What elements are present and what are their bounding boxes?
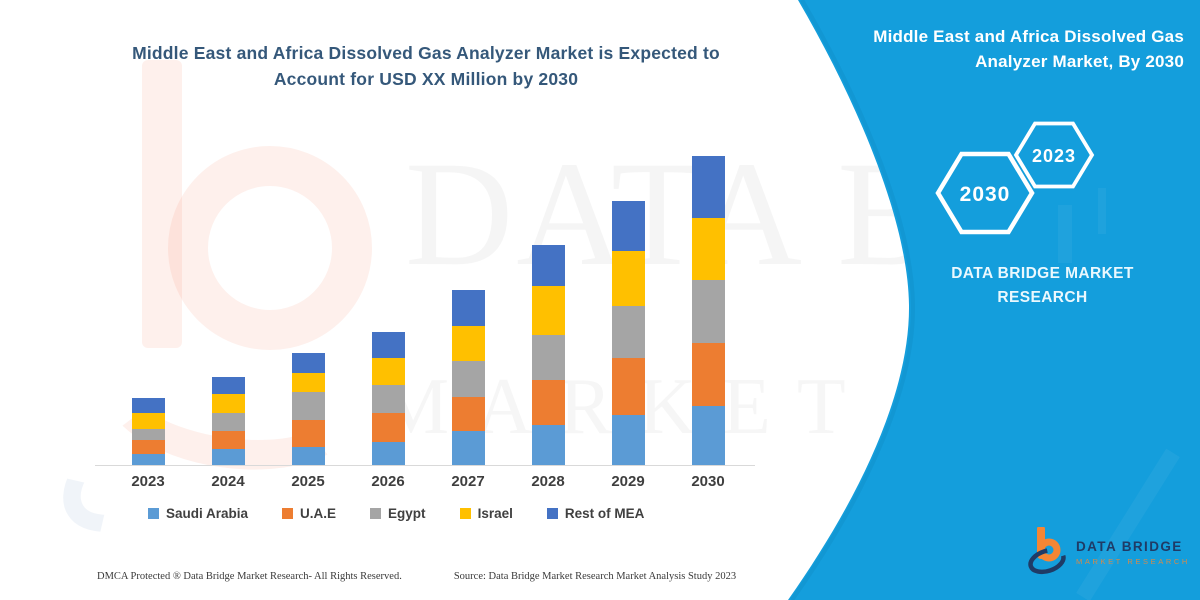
bar-segment-rest-of-mea-2030 bbox=[691, 156, 725, 218]
brand-text: DATA BRIDGE MARKET RESEARCH bbox=[925, 262, 1160, 310]
legend-item-saudi-arabia: Saudi Arabia bbox=[148, 506, 248, 521]
bar-segment-rest-of-mea-2025 bbox=[291, 353, 325, 373]
bar-chart-plot-area: 2023 2024 2025 2026 2027 2028 2029 2030 bbox=[95, 150, 755, 490]
bar-segment-egypt-2023 bbox=[131, 429, 165, 440]
bar-2024 bbox=[211, 377, 245, 465]
chart-title-line2: Account for USD XX Million by 2030 bbox=[273, 69, 579, 89]
chart-title: Middle East and Africa Dissolved Gas Ana… bbox=[88, 40, 764, 92]
x-axis-tick-2030: 2030 bbox=[691, 473, 725, 490]
footer-dmca-text: DMCA Protected ® Data Bridge Market Rese… bbox=[97, 571, 402, 582]
bar-segment-u-a-e-2026 bbox=[371, 413, 405, 442]
bar-segment-rest-of-mea-2029 bbox=[611, 201, 645, 251]
bar-segment-u-a-e-2028 bbox=[531, 380, 565, 425]
legend-swatch-egypt bbox=[370, 508, 382, 519]
legend-swatch-saudi-arabia bbox=[148, 508, 159, 519]
banner-title-line1: Middle East and Africa Dissolved Gas bbox=[873, 27, 1184, 46]
legend-label-saudi-arabia: Saudi Arabia bbox=[166, 506, 249, 521]
bar-segment-israel-2030 bbox=[691, 218, 725, 280]
brand-text-line1: DATA BRIDGE MARKET bbox=[951, 265, 1134, 282]
bar-segment-israel-2029 bbox=[611, 251, 645, 306]
bar-segment-rest-of-mea-2024 bbox=[211, 377, 245, 394]
bar-segment-saudi-arabia-2025 bbox=[291, 447, 325, 465]
hexagon-2030-icon bbox=[935, 151, 1035, 235]
legend-label-egypt: Egypt bbox=[388, 506, 426, 521]
legend-item-u-a-e: U.A.E bbox=[282, 506, 336, 521]
banner-streak bbox=[1098, 188, 1106, 234]
bar-2030 bbox=[691, 156, 725, 465]
bar-segment-israel-2027 bbox=[451, 326, 485, 361]
bar-segment-egypt-2028 bbox=[531, 335, 565, 380]
x-axis-tick-2028: 2028 bbox=[531, 473, 565, 490]
bar-segment-israel-2028 bbox=[531, 286, 565, 335]
bar-segment-saudi-arabia-2028 bbox=[531, 425, 565, 465]
hexagon-2023-label: 2023 bbox=[1032, 146, 1076, 166]
x-axis-tick-2026: 2026 bbox=[371, 473, 405, 490]
legend-item-egypt: Egypt bbox=[370, 506, 426, 521]
banner-streak bbox=[1058, 205, 1072, 263]
bar-segment-egypt-2030 bbox=[691, 280, 725, 343]
footer-source-text: Source: Data Bridge Market Research Mark… bbox=[453, 571, 737, 582]
x-axis-tick-2024: 2024 bbox=[211, 473, 245, 490]
x-axis-tick-2023: 2023 bbox=[131, 473, 165, 490]
banner-edge-line bbox=[790, 0, 916, 600]
bar-2028 bbox=[531, 245, 565, 465]
chart-legend: Saudi Arabia U.A.E Egypt Israel Rest of MEA bbox=[148, 506, 644, 521]
bar-segment-saudi-arabia-2026 bbox=[371, 442, 405, 465]
bar-2026 bbox=[371, 332, 405, 465]
bar-2023 bbox=[131, 398, 165, 465]
bar-segment-saudi-arabia-2027 bbox=[451, 431, 485, 465]
chart-title-line1: Middle East and Africa Dissolved Gas Ana… bbox=[132, 43, 720, 63]
x-axis-tick-2025: 2025 bbox=[291, 473, 325, 490]
bar-segment-egypt-2025 bbox=[291, 392, 325, 420]
bar-2027 bbox=[451, 290, 485, 465]
bar-segment-rest-of-mea-2028 bbox=[531, 245, 565, 286]
bar-segment-israel-2025 bbox=[291, 373, 325, 392]
footer: DMCA Protected ® Data Bridge Market Rese… bbox=[97, 571, 777, 582]
bar-segment-rest-of-mea-2026 bbox=[371, 332, 405, 358]
bar-segment-u-a-e-2023 bbox=[131, 440, 165, 454]
data-bridge-logo-icon bbox=[1028, 527, 1066, 575]
banner-streak bbox=[1076, 448, 1180, 600]
bar-2025 bbox=[291, 353, 325, 465]
x-axis-tick-2027: 2027 bbox=[451, 473, 485, 490]
logo-tagline: MARKET RESEARCH bbox=[1076, 556, 1190, 566]
bar-segment-egypt-2026 bbox=[371, 385, 405, 413]
bar-segment-egypt-2029 bbox=[611, 306, 645, 358]
logo-name: DATA BRIDGE bbox=[1076, 538, 1183, 554]
bar-segment-u-a-e-2024 bbox=[211, 431, 245, 449]
bar-segment-u-a-e-2025 bbox=[291, 420, 325, 447]
hexagon-2030-label: 2030 bbox=[960, 183, 1011, 206]
data-bridge-logo: DATA BRIDGE MARKET RESEARCH bbox=[1028, 527, 1190, 577]
banner-title-line2: Analyzer Market, By 2030 bbox=[975, 52, 1184, 71]
legend-swatch-rest-of-mea bbox=[546, 508, 558, 519]
banner-title: Middle East and Africa Dissolved Gas Ana… bbox=[834, 24, 1184, 74]
bar-segment-saudi-arabia-2029 bbox=[611, 415, 645, 465]
bar-segment-saudi-arabia-2024 bbox=[211, 449, 245, 465]
bar-segment-u-a-e-2029 bbox=[611, 358, 645, 415]
bar-segment-israel-2023 bbox=[131, 413, 165, 429]
legend-label-israel: Israel bbox=[477, 506, 513, 521]
bar-segment-u-a-e-2027 bbox=[451, 397, 485, 431]
bar-segment-israel-2026 bbox=[371, 358, 405, 385]
legend-label-rest-of-mea: Rest of MEA bbox=[564, 506, 645, 521]
bar-segment-saudi-arabia-2030 bbox=[691, 406, 725, 465]
x-axis-tick-2029: 2029 bbox=[611, 473, 645, 490]
brand-text-line2: RESEARCH bbox=[997, 289, 1088, 306]
legend-swatch-israel bbox=[459, 508, 471, 519]
bar-segment-egypt-2024 bbox=[211, 413, 245, 431]
bar-2029 bbox=[611, 201, 645, 465]
bar-segment-israel-2024 bbox=[211, 394, 245, 413]
hexagon-badges: 2030 2023 bbox=[935, 121, 1095, 235]
bar-segment-rest-of-mea-2027 bbox=[451, 290, 485, 326]
legend-swatch-u-a-e bbox=[282, 508, 294, 519]
bar-segment-rest-of-mea-2023 bbox=[131, 398, 165, 413]
bar-segment-egypt-2027 bbox=[451, 361, 485, 397]
legend-item-israel: Israel bbox=[459, 506, 513, 521]
bar-segment-saudi-arabia-2023 bbox=[131, 454, 165, 465]
bar-segment-u-a-e-2030 bbox=[691, 343, 725, 406]
legend-item-rest-of-mea: Rest of MEA bbox=[546, 506, 645, 521]
hexagon-2023-icon bbox=[1013, 121, 1095, 189]
legend-label-u-a-e: U.A.E bbox=[300, 506, 337, 521]
